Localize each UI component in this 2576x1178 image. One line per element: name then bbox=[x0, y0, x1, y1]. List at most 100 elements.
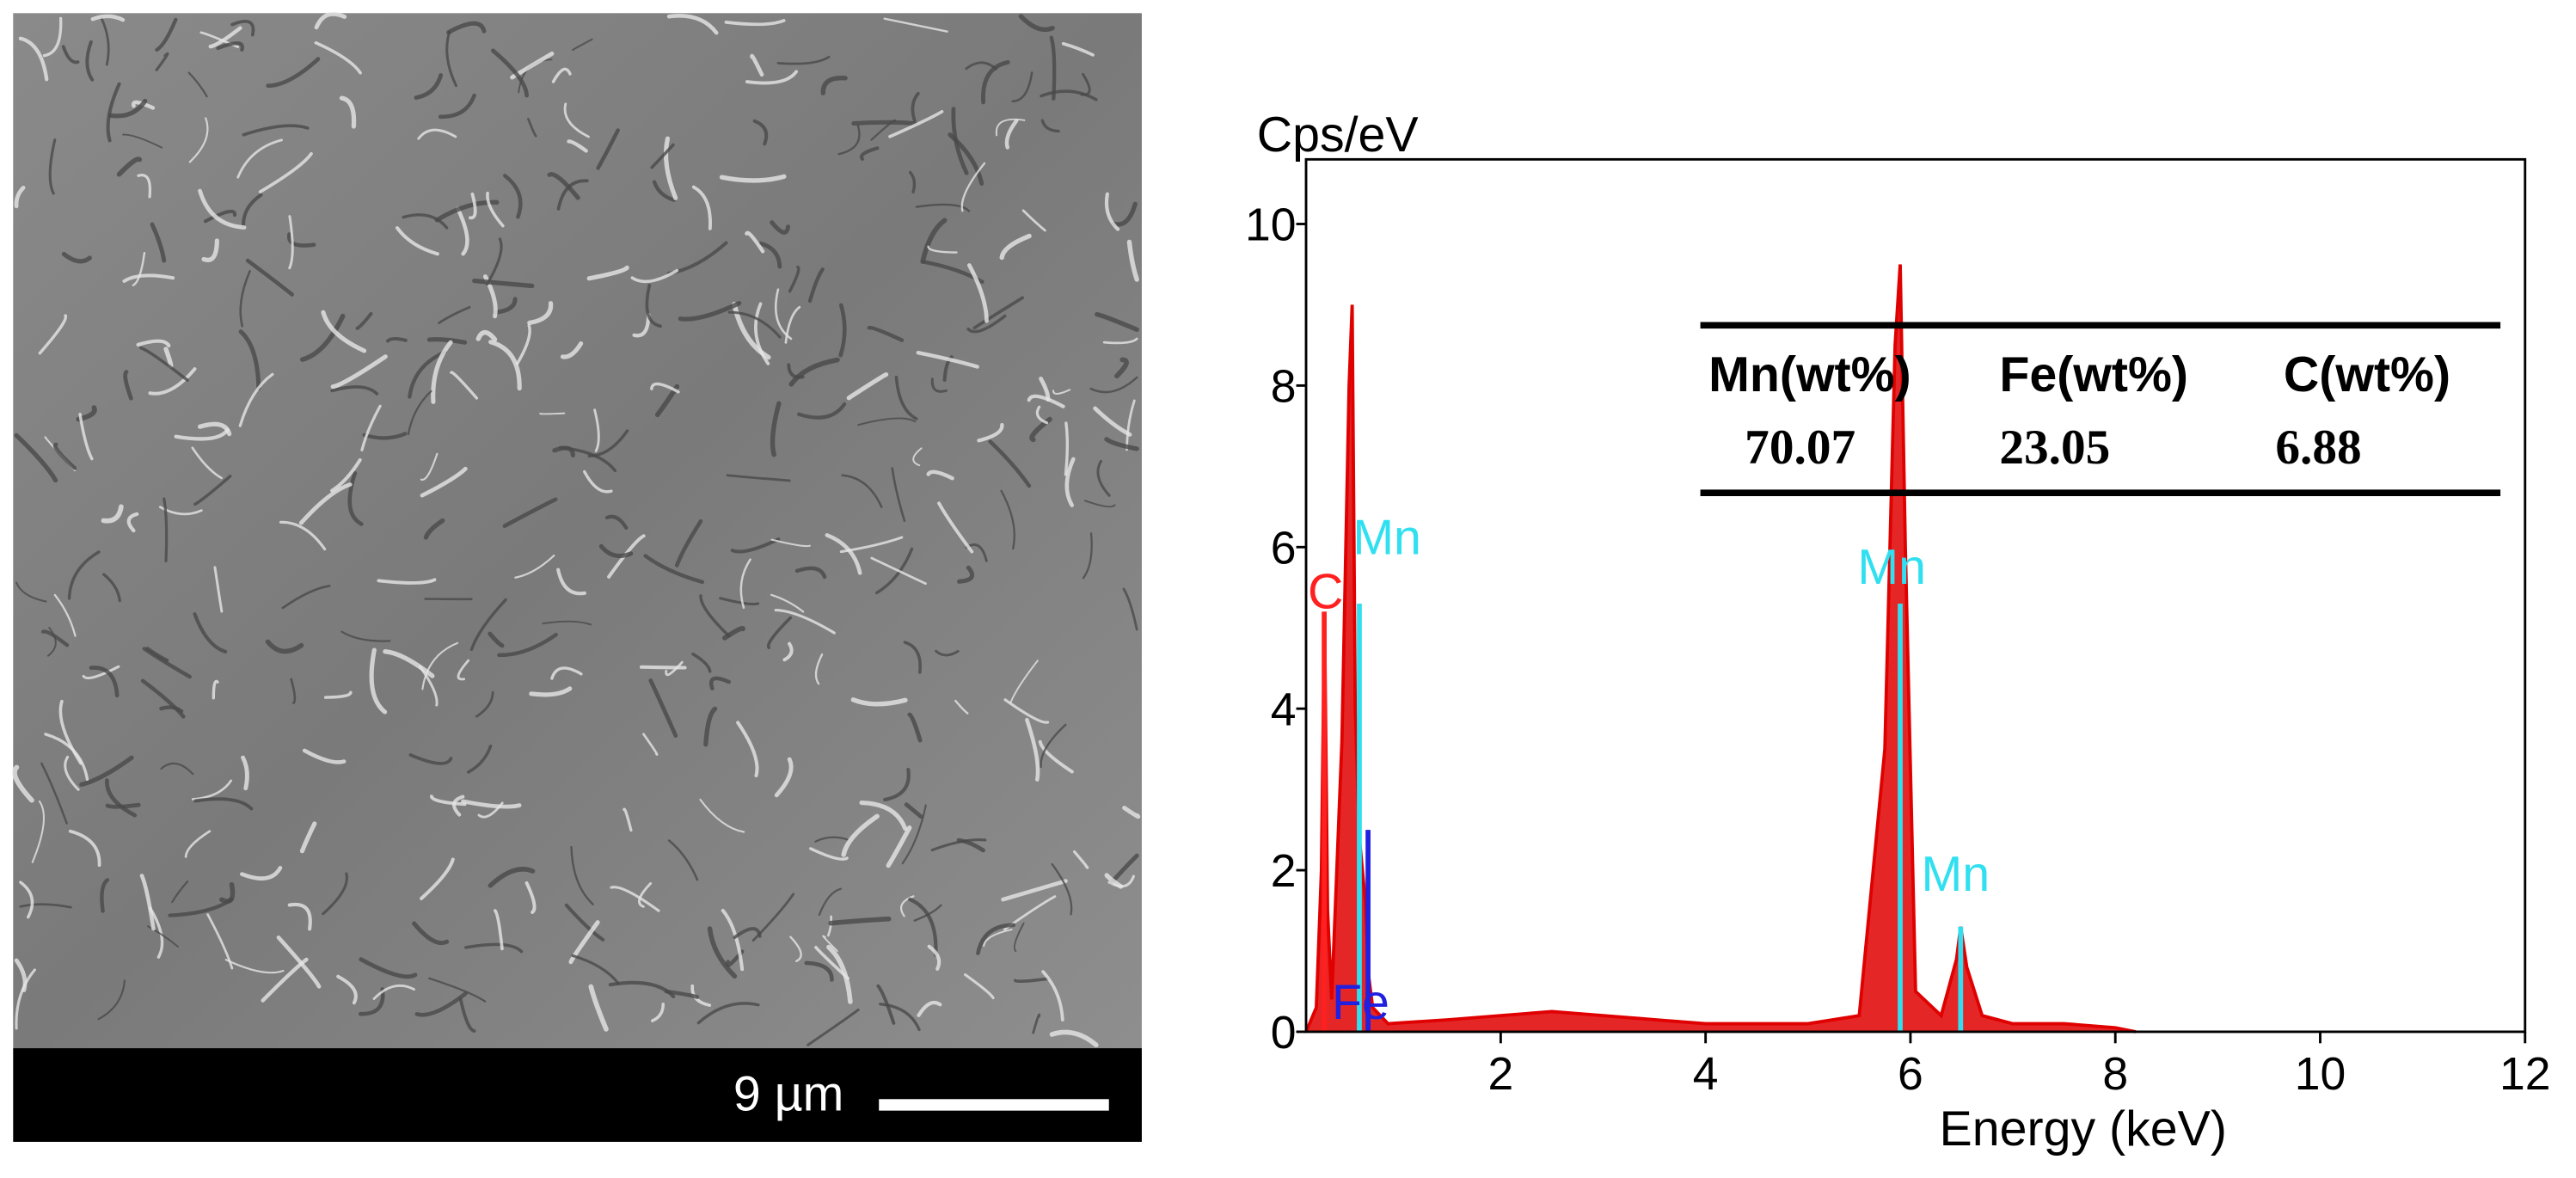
ridge bbox=[1001, 879, 1068, 902]
ridge bbox=[667, 839, 699, 881]
ridge bbox=[383, 649, 435, 678]
ridge bbox=[15, 581, 47, 603]
ridge bbox=[552, 445, 575, 457]
x-tick-label: 8 bbox=[2102, 1049, 2128, 1100]
x-tick-label: 4 bbox=[1693, 1049, 1719, 1100]
ridge bbox=[598, 543, 634, 558]
ridge bbox=[846, 371, 889, 401]
ridge bbox=[258, 151, 313, 193]
x-tick-label: 12 bbox=[2499, 1049, 2551, 1100]
ridge bbox=[31, 800, 45, 863]
ridge bbox=[784, 305, 801, 344]
ridge bbox=[586, 265, 629, 281]
ridge bbox=[1013, 922, 1025, 953]
x-axis-title: Energy (keV) bbox=[1940, 1101, 2227, 1157]
ridge bbox=[494, 909, 504, 951]
ridge bbox=[1072, 850, 1089, 869]
ridge bbox=[131, 100, 156, 110]
ridge bbox=[503, 174, 523, 219]
ridge bbox=[472, 278, 535, 289]
ridge bbox=[648, 678, 678, 739]
ridge bbox=[867, 325, 905, 342]
ridge bbox=[265, 639, 304, 654]
ridge bbox=[420, 857, 455, 900]
ridge bbox=[1051, 862, 1073, 916]
ridge bbox=[242, 193, 263, 228]
ridge bbox=[159, 705, 184, 714]
ridge bbox=[321, 310, 367, 353]
ridge bbox=[188, 117, 209, 163]
ridge bbox=[754, 302, 770, 365]
ridge bbox=[1111, 201, 1138, 227]
ridge bbox=[937, 501, 974, 554]
ridge bbox=[395, 226, 439, 256]
ridge bbox=[238, 372, 274, 427]
ridge bbox=[960, 162, 986, 212]
ridge bbox=[650, 382, 680, 394]
y-tick-label: 8 bbox=[1271, 361, 1297, 412]
ridge bbox=[1104, 437, 1139, 451]
ridge bbox=[148, 367, 197, 396]
ridge bbox=[642, 733, 659, 756]
ridge bbox=[1082, 532, 1093, 580]
ridge bbox=[431, 340, 453, 404]
ridge bbox=[1038, 739, 1074, 774]
ridge bbox=[818, 887, 843, 917]
ridge bbox=[330, 354, 388, 390]
ridge bbox=[927, 245, 958, 254]
ridge bbox=[930, 377, 948, 393]
ridge bbox=[18, 36, 49, 82]
ridge bbox=[281, 585, 331, 610]
ridge bbox=[951, 107, 969, 175]
ridge bbox=[901, 804, 927, 865]
ridge bbox=[240, 865, 283, 881]
ridge bbox=[212, 679, 219, 700]
ridge bbox=[630, 268, 679, 284]
ridge bbox=[787, 363, 805, 379]
ridge bbox=[870, 556, 927, 586]
ridge bbox=[1011, 71, 1033, 103]
ridge bbox=[475, 329, 498, 342]
texture bbox=[12, 11, 1141, 1048]
ridge bbox=[774, 608, 836, 635]
ridge bbox=[1027, 394, 1065, 408]
y-tick-label: 6 bbox=[1271, 523, 1297, 574]
ridge bbox=[12, 764, 34, 803]
ridge bbox=[838, 303, 847, 358]
ridge bbox=[788, 357, 840, 387]
ridge bbox=[1040, 89, 1098, 101]
ridge bbox=[879, 1003, 921, 1032]
ridge bbox=[851, 120, 918, 126]
ridge bbox=[201, 238, 219, 262]
ridge bbox=[610, 886, 660, 912]
ridge bbox=[160, 762, 194, 776]
ridge bbox=[100, 878, 110, 913]
ridge bbox=[369, 647, 388, 715]
ridge bbox=[261, 957, 309, 1003]
ridge bbox=[904, 802, 923, 819]
ridge bbox=[556, 568, 586, 596]
ridge bbox=[1039, 377, 1051, 402]
ridge bbox=[385, 337, 408, 343]
ridge bbox=[213, 566, 224, 613]
ridge bbox=[691, 185, 712, 230]
scale-bar-label: 9 µm bbox=[733, 1067, 844, 1122]
ridge bbox=[750, 53, 764, 77]
ridge bbox=[67, 550, 101, 600]
ridge bbox=[547, 172, 580, 200]
ridge bbox=[645, 284, 662, 328]
ridge bbox=[807, 1008, 860, 1046]
ridge bbox=[502, 497, 558, 529]
ridge bbox=[870, 119, 896, 141]
ridge bbox=[174, 428, 230, 441]
ridge bbox=[90, 14, 126, 22]
ridge bbox=[423, 518, 445, 540]
ridge bbox=[920, 218, 948, 264]
ridge bbox=[542, 620, 592, 626]
ridge bbox=[926, 469, 954, 481]
ridge bbox=[572, 38, 593, 52]
ridge bbox=[417, 128, 457, 140]
ridge bbox=[859, 800, 908, 831]
ridge bbox=[137, 174, 152, 199]
ridge bbox=[814, 653, 824, 685]
